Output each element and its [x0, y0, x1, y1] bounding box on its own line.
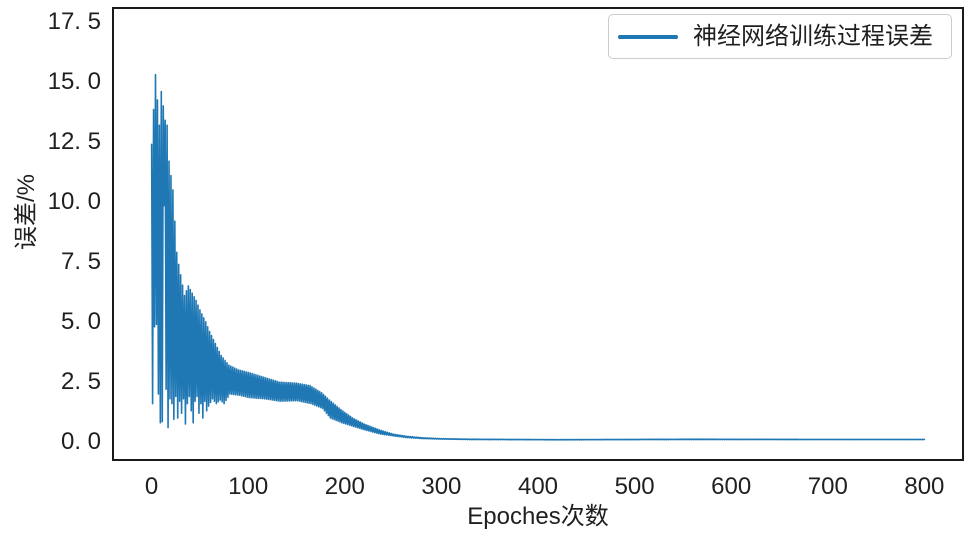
x-tick-label: 200 — [324, 473, 365, 500]
x-axis-label: Epoches次数 — [467, 503, 609, 530]
x-tick-label: 300 — [421, 473, 462, 500]
x-tick-label: 400 — [517, 473, 559, 500]
error-curve-line — [150, 73, 926, 441]
y-tick-label: 12. 5 — [47, 127, 101, 155]
legend-line-sample — [618, 34, 678, 39]
y-tick-label: 5. 0 — [60, 308, 101, 335]
x-tick-label: 500 — [614, 473, 655, 500]
y-tick-label: 17. 5 — [47, 7, 101, 35]
axes-spines — [112, 7, 964, 461]
y-tick-label: 0. 0 — [60, 428, 101, 455]
x-tick-label: 800 — [904, 473, 945, 500]
x-tick-label: 600 — [711, 473, 752, 500]
x-tick-label: 700 — [807, 473, 848, 500]
y-tick-label: 7. 5 — [60, 248, 101, 275]
legend-label: 神经网络训练过程误差 — [693, 22, 933, 50]
y-tick-label: 2. 5 — [60, 368, 101, 395]
x-tick-label: 0 — [144, 473, 159, 500]
y-tick-label: 10. 0 — [47, 188, 101, 215]
legend: 神经网络训练过程误差 — [608, 14, 952, 59]
x-tick-label: 100 — [228, 473, 269, 500]
y-tick-label: 15. 0 — [47, 67, 101, 95]
